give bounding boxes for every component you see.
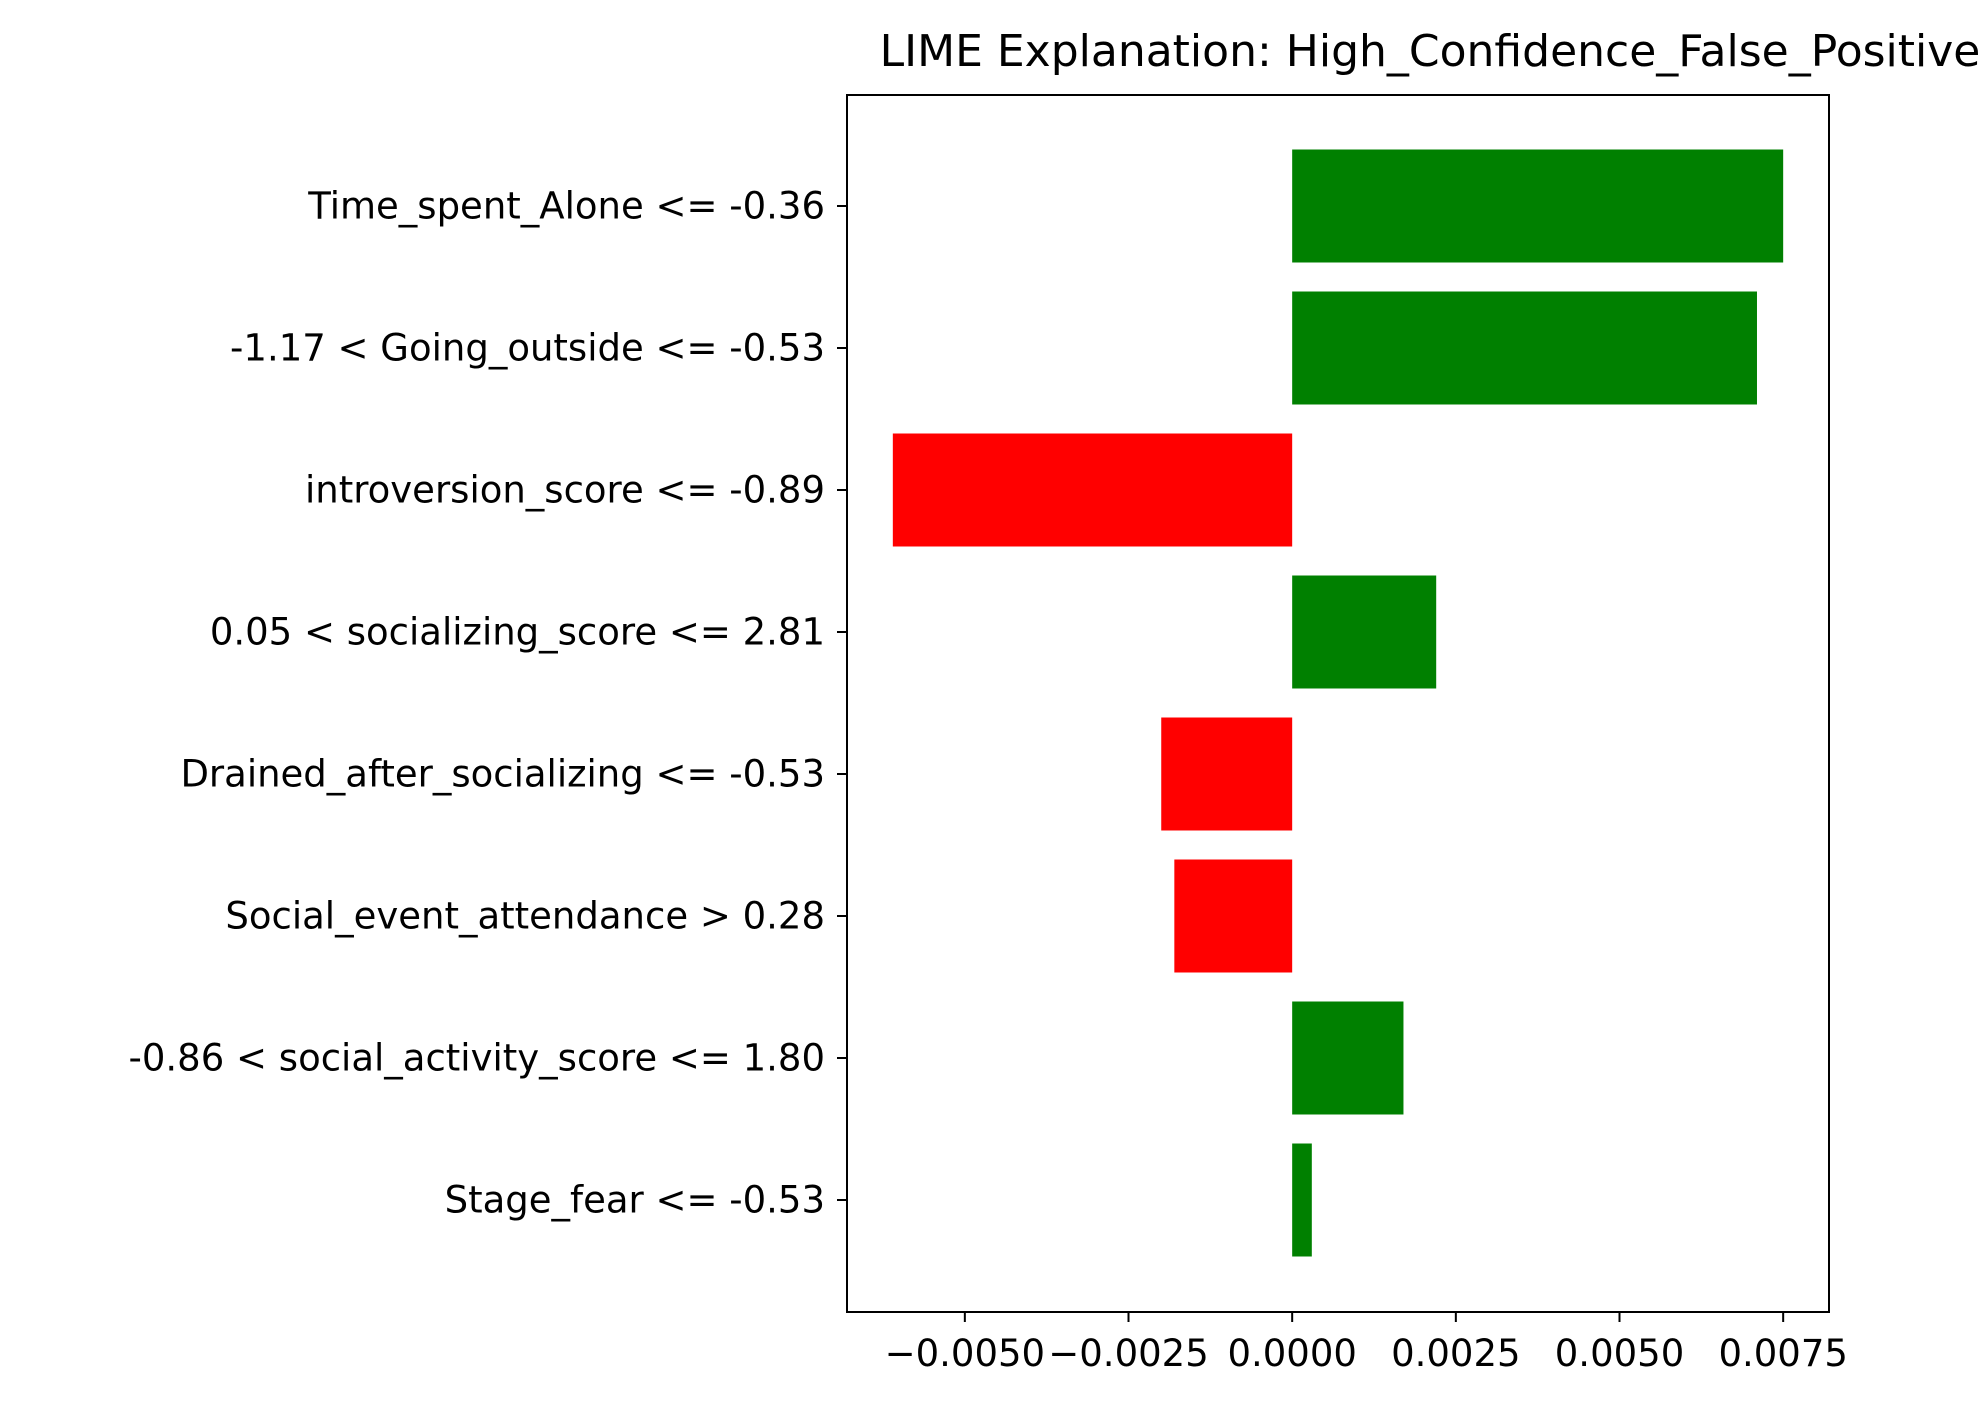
category-label: Drained_after_socializing <= -0.53 [180,753,825,796]
bar-8 [1292,1143,1312,1257]
chart-title: LIME Explanation: High_Confidence_False_… [880,26,1981,77]
category-label: -1.17 < Going_outside <= -0.53 [230,327,825,370]
bars-group [892,149,1784,1257]
category-label: introversion_score <= -0.89 [305,469,825,512]
bar-1 [1292,149,1784,263]
x-tick-label: 0.0025 [1391,1332,1520,1375]
bar-2 [1292,291,1757,405]
category-label: -0.86 < social_activity_score <= 1.80 [129,1037,825,1080]
bar-7 [1292,1001,1404,1115]
bar-6 [1174,859,1293,973]
category-label: Social_event_attendance > 0.28 [225,895,825,938]
x-tick-label: 0.0000 [1227,1332,1356,1375]
category-label: Time_spent_Alone <= -0.36 [307,185,825,228]
bar-4 [1292,575,1437,689]
bar-5 [1161,717,1293,831]
x-axis: −0.0050 −0.0025 0.0000 0.0025 0.0050 0.0075 [885,1312,1848,1375]
plot-frame [846,94,1830,1313]
x-tick-label: −0.0050 [885,1332,1045,1375]
x-tick-label: 0.0075 [1718,1332,1847,1375]
category-label: 0.05 < socializing_score <= 2.81 [210,611,825,654]
category-label: Stage_fear <= -0.53 [445,1179,825,1222]
x-tick-label: −0.0025 [1048,1332,1208,1375]
category-labels-group: Time_spent_Alone <= -0.36 -1.17 < Going_o… [129,185,847,1222]
x-tick-label: 0.0050 [1555,1332,1684,1375]
bar-3 [892,433,1293,547]
